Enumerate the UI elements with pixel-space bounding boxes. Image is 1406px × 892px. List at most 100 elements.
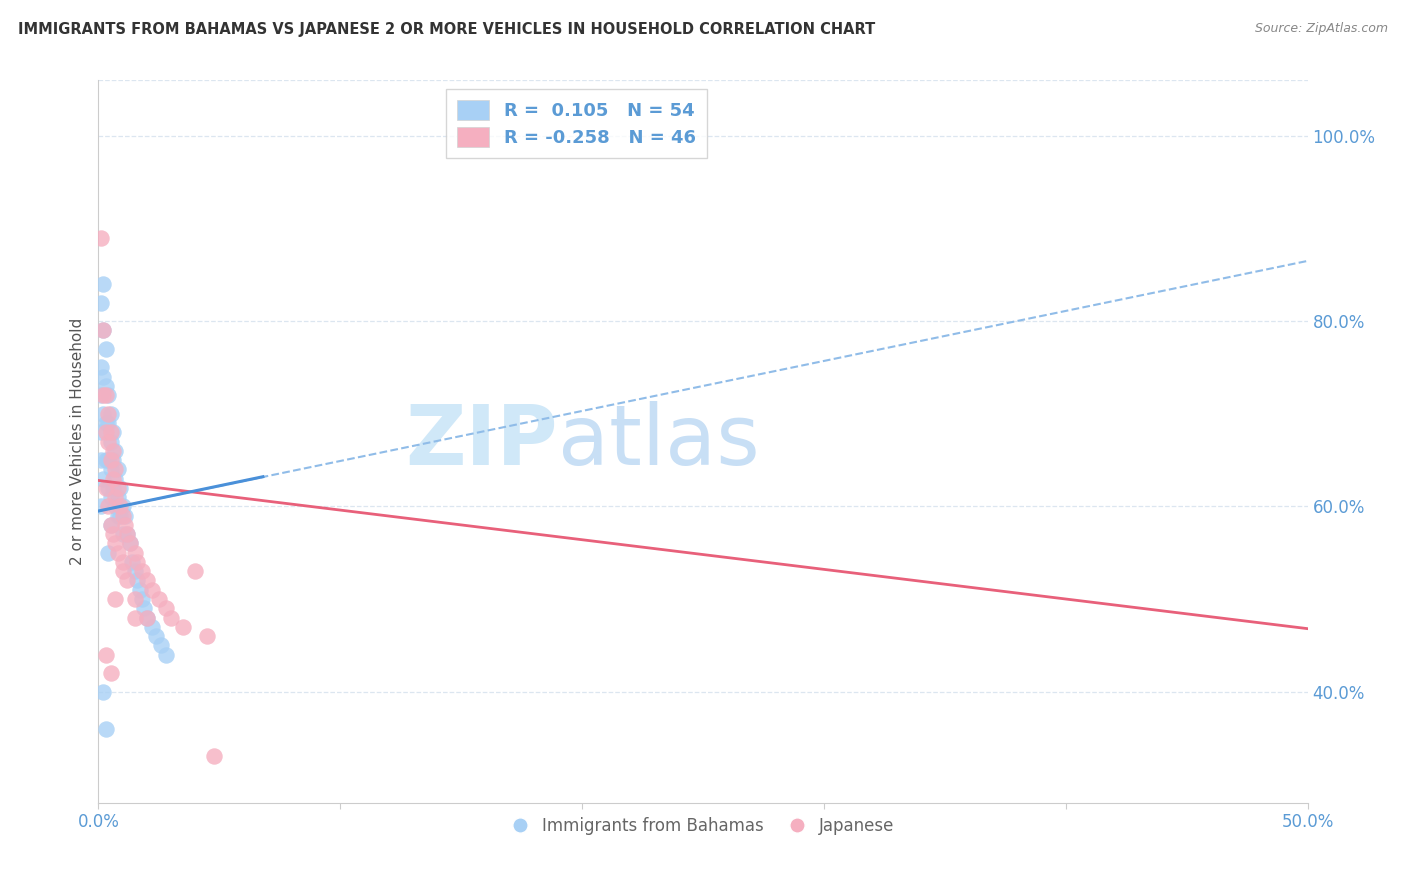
Point (94, 379, 117, 393)
Point (172, 620, 194, 634)
Point (100, 462, 122, 476)
Point (131, 592, 153, 607)
Point (91, 369, 114, 384)
Point (127, 574, 149, 588)
Point (134, 601, 156, 615)
Point (114, 508, 136, 523)
Point (118, 536, 141, 550)
Point (101, 443, 124, 458)
Point (94, 388, 117, 402)
Point (111, 527, 134, 541)
Point (97, 407, 120, 421)
Text: ZIP: ZIP (405, 401, 558, 482)
Point (91, 277, 114, 291)
Point (104, 536, 127, 550)
Point (204, 749, 226, 764)
Point (101, 527, 124, 541)
Point (107, 462, 129, 476)
Point (155, 648, 177, 662)
Point (108, 500, 131, 514)
Point (107, 481, 129, 495)
Legend: Immigrants from Bahamas, Japanese: Immigrants from Bahamas, Japanese (505, 810, 901, 841)
Point (100, 434, 122, 449)
Point (94, 425, 117, 440)
Point (121, 555, 143, 569)
Point (90, 231, 112, 245)
Point (90, 500, 112, 514)
Point (118, 536, 141, 550)
Point (97, 388, 120, 402)
Point (100, 490, 122, 504)
Point (101, 481, 124, 495)
Point (100, 517, 122, 532)
Point (97, 481, 120, 495)
Point (117, 527, 139, 541)
Point (124, 564, 146, 578)
Point (135, 610, 157, 624)
Point (108, 481, 131, 495)
Point (117, 574, 139, 588)
Point (108, 508, 131, 523)
Point (155, 601, 177, 615)
Point (127, 555, 149, 569)
Point (94, 722, 117, 736)
Point (104, 592, 127, 607)
Point (111, 500, 134, 514)
Point (91, 388, 114, 402)
Point (124, 592, 146, 607)
Point (124, 610, 146, 624)
Point (104, 472, 127, 486)
Point (128, 582, 150, 597)
Point (114, 517, 136, 532)
Point (135, 574, 157, 588)
Point (141, 582, 163, 597)
Point (94, 453, 117, 467)
Point (97, 453, 120, 467)
Point (90, 388, 112, 402)
Point (90, 453, 112, 467)
Point (135, 610, 157, 624)
Point (111, 508, 134, 523)
Point (148, 592, 170, 607)
Point (91, 684, 114, 698)
Point (145, 629, 167, 643)
Y-axis label: 2 or more Vehicles in Household: 2 or more Vehicles in Household (69, 318, 84, 566)
Point (91, 407, 114, 421)
Point (91, 472, 114, 486)
Point (104, 490, 127, 504)
Point (124, 546, 146, 560)
Point (90, 425, 112, 440)
Point (101, 453, 124, 467)
Point (97, 416, 120, 430)
Point (107, 490, 129, 504)
Point (97, 546, 120, 560)
Point (104, 462, 127, 476)
Point (100, 666, 122, 681)
Point (104, 443, 127, 458)
Point (160, 610, 183, 624)
Point (97, 434, 120, 449)
Point (150, 638, 173, 652)
Point (94, 416, 117, 430)
Point (100, 425, 122, 440)
Point (111, 555, 134, 569)
Point (141, 620, 163, 634)
Point (184, 564, 207, 578)
Point (91, 323, 114, 337)
Point (90, 295, 112, 310)
Point (97, 500, 120, 514)
Point (100, 453, 122, 467)
Text: atlas: atlas (558, 401, 759, 482)
Point (101, 425, 124, 440)
Point (111, 564, 134, 578)
Point (107, 508, 129, 523)
Point (100, 407, 122, 421)
Point (94, 481, 117, 495)
Point (117, 527, 139, 541)
Point (104, 500, 127, 514)
Point (90, 360, 112, 375)
Point (131, 564, 153, 578)
Point (94, 342, 117, 356)
Point (100, 517, 122, 532)
Point (107, 546, 129, 560)
